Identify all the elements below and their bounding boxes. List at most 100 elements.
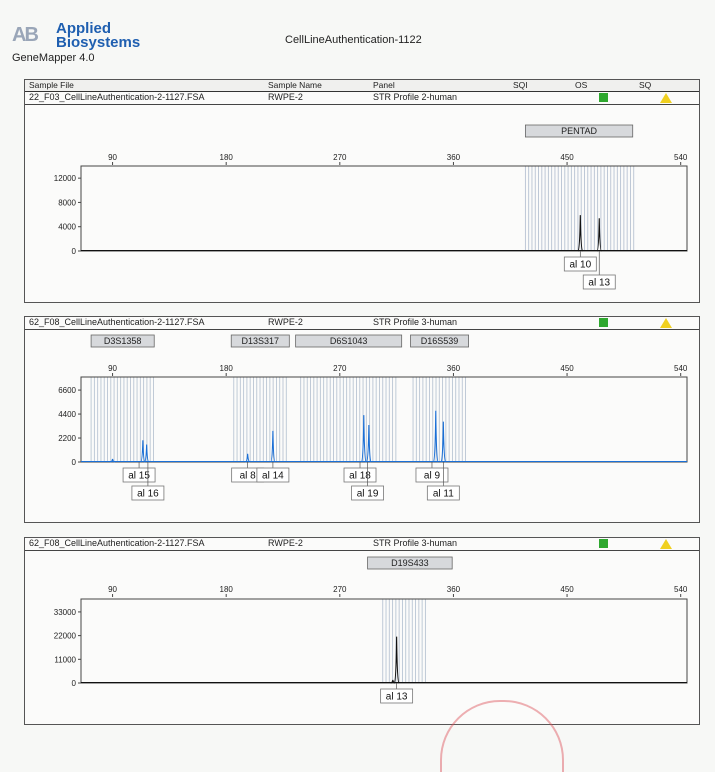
col-panel: Panel: [373, 80, 395, 90]
x-tick-label: 180: [220, 585, 234, 594]
sample-row[interactable]: 62_F08_CellLineAuthentication-2-1127.FSA…: [25, 317, 699, 330]
peak: [144, 444, 150, 463]
peak: [596, 218, 603, 252]
allele-box: [582, 274, 616, 290]
x-tick-label: 90: [108, 585, 117, 594]
allele-label: al 14: [256, 462, 290, 483]
col-sqi: SQI: [513, 80, 528, 90]
marker-d3s1358: D3S1358: [90, 334, 155, 348]
y-tick-label: 33000: [54, 608, 77, 617]
marker-label: D13S317: [242, 336, 280, 346]
y-tick-label: 0: [72, 247, 77, 256]
ab-logo-mark: AB: [12, 24, 39, 46]
x-tick-label: 270: [333, 364, 347, 373]
allele-label: al 9: [415, 462, 449, 483]
allele-box: [351, 485, 384, 501]
y-tick-label: 0: [72, 458, 77, 467]
electropherogram-chart: D19S433 90 180 270 360 450 540 0 11000 22000 33000…: [54, 556, 688, 704]
panel-name: STR Profile 2-human: [373, 92, 458, 102]
sq-warning-icon: [660, 539, 672, 549]
allele-text: al 8: [240, 471, 257, 482]
peak: [270, 430, 276, 463]
plot-frame: [80, 376, 688, 463]
logo-line-2: Biosystems: [56, 34, 141, 51]
sample-row[interactable]: 22_F03_CellLineAuthentication-2-1127.FSA…: [25, 92, 699, 105]
marker-d16s539: D16S539: [410, 334, 469, 348]
marker-label: D6S1043: [330, 336, 368, 346]
peak: [390, 679, 396, 684]
x-tick-label: 450: [560, 364, 574, 373]
x-tick-label: 450: [560, 585, 574, 594]
allele-label: al 19: [351, 462, 384, 501]
peak: [140, 440, 146, 463]
allele-text: al 19: [357, 489, 379, 500]
x-tick-label: 270: [333, 585, 347, 594]
y-tick-label: 0: [72, 679, 77, 688]
x-tick-label: 360: [447, 364, 461, 373]
sample-name: RWPE-2: [268, 317, 303, 327]
os-quality-icon: [599, 318, 608, 327]
allele-box: [131, 485, 165, 501]
allele-label: al 13: [380, 683, 414, 704]
x-tick-label: 180: [220, 364, 234, 373]
marker-d19s433: D19S433: [367, 556, 453, 570]
marker-pentad: PENTAD: [524, 124, 634, 138]
y-tick-label: 11000: [54, 655, 76, 664]
x-tick-label: 360: [447, 585, 461, 594]
sample-name: RWPE-2: [268, 538, 303, 548]
sample-panel-2: 62_F08_CellLineAuthentication-2-1127.FSA…: [24, 316, 700, 523]
peak: [110, 458, 115, 463]
allele-label: al 8: [231, 462, 265, 483]
peak: [577, 215, 584, 252]
electropherogram-chart: PENTAD 90 180 270 360 450 540 0 4000 8000 12000 al …: [54, 124, 688, 290]
panel-name: STR Profile 3-human: [373, 317, 458, 327]
peak: [361, 415, 367, 463]
table-header-row: Sample File Sample Name Panel SQI OS SQ: [25, 80, 699, 92]
peak: [393, 636, 400, 684]
allele-label: al 18: [343, 462, 377, 483]
marker-d13s317: D13S317: [230, 334, 290, 348]
allele-box: [122, 467, 156, 483]
x-tick-label: 540: [674, 364, 688, 373]
y-tick-label: 4400: [58, 410, 76, 419]
marker-box: [295, 334, 403, 348]
x-tick-label: 180: [220, 153, 234, 162]
marker-label: D16S539: [421, 336, 459, 346]
col-sample-file: Sample File: [29, 80, 74, 90]
sample-panel-3: 62_F08_CellLineAuthentication-2-1127.FSA…: [24, 537, 700, 725]
col-sq: SQ: [639, 80, 652, 90]
y-tick-label: 6600: [58, 386, 76, 395]
os-quality-icon: [599, 539, 608, 548]
sq-warning-icon: [660, 318, 672, 328]
peak: [433, 410, 439, 463]
x-tick-label: 90: [108, 364, 117, 373]
allele-box: [415, 467, 449, 483]
plot-frame: [80, 165, 688, 252]
allele-box: [343, 467, 377, 483]
x-tick-label: 450: [560, 153, 574, 162]
marker-d6s1043: D6S1043: [295, 334, 403, 348]
x-tick-label: 90: [108, 153, 117, 162]
sample-row[interactable]: 62_F08_CellLineAuthentication-2-1127.FSA…: [25, 538, 699, 551]
sample-file: 62_F08_CellLineAuthentication-2-1127.FSA: [29, 538, 205, 548]
marker-label: D19S433: [391, 558, 429, 568]
y-tick-label: 4000: [58, 223, 76, 232]
x-tick-label: 360: [447, 153, 461, 162]
allele-text: al 15: [128, 471, 150, 482]
sample-file: 22_F03_CellLineAuthentication-2-1127.FSA: [29, 92, 205, 102]
peak: [366, 424, 372, 463]
allele-label: al 11: [426, 462, 460, 501]
allele-label: al 15: [122, 462, 156, 483]
y-tick-label: 2200: [58, 434, 76, 443]
y-tick-label: 22000: [54, 632, 77, 641]
allele-text: al 13: [588, 278, 610, 289]
allele-text: al 13: [386, 692, 408, 703]
peak: [440, 421, 447, 463]
allele-box: [563, 256, 597, 272]
plot-frame: [80, 598, 688, 684]
allele-label: al 13: [582, 251, 616, 290]
app-name: GeneMapper 4.0: [12, 52, 95, 64]
marker-box: [90, 334, 155, 348]
x-tick-label: 270: [333, 153, 347, 162]
sample-file: 62_F08_CellLineAuthentication-2-1127.FSA: [29, 317, 205, 327]
